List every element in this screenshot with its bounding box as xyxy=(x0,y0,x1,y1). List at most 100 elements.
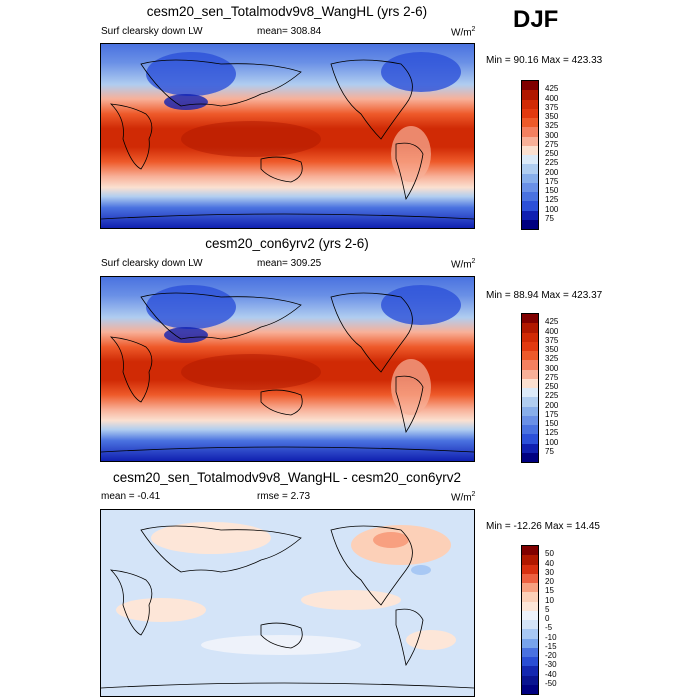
colorbar-tick-label: 20 xyxy=(545,577,554,586)
colorbar-swatch xyxy=(522,369,538,379)
colorbar-swatch xyxy=(522,573,538,583)
colorbar-tick-label: 275 xyxy=(545,372,559,382)
colorbar-swatch xyxy=(522,210,538,220)
panel1-field-label: Surf clearsky down LW xyxy=(101,26,203,37)
panel1-title: cesm20_sen_Totalmodv9v8_WangHL (yrs 2-6) xyxy=(146,4,428,19)
panel1-mean-label: mean= 308.84 xyxy=(257,26,322,37)
panel3-minmax: Min = -12.26 Max = 14.45 xyxy=(486,521,600,532)
colorbar-tick-label: -20 xyxy=(545,651,557,660)
colorbar-tick-label: 250 xyxy=(545,149,559,158)
season-label: DJF xyxy=(513,6,559,33)
colorbar-swatch xyxy=(522,601,538,611)
colorbar-swatch xyxy=(522,164,538,174)
panel2-minmax: Min = 88.94 Max = 423.37 xyxy=(486,290,603,301)
colorbar-tick-label: 375 xyxy=(545,102,559,112)
colorbar-swatch xyxy=(522,314,538,324)
colorbar-tick-label: 75 xyxy=(545,446,554,456)
colorbar-swatch xyxy=(522,397,538,407)
colorbar-tick-label: 300 xyxy=(545,363,559,373)
colorbar-swatch xyxy=(522,378,538,388)
panel3-title: cesm20_sen_Totalmodv9v8_WangHL - cesm20_… xyxy=(113,470,461,485)
colorbar-swatch xyxy=(522,555,538,565)
colorbar-swatch xyxy=(522,145,538,155)
colorbar-swatch xyxy=(522,136,538,146)
panel1-units: W/m2 xyxy=(451,26,476,39)
colorbar-swatch xyxy=(522,452,538,462)
colorbar-tick-label: -40 xyxy=(545,669,557,679)
colorbar-swatch xyxy=(522,647,538,657)
panel1-map xyxy=(100,43,475,229)
colorbar-swatch xyxy=(522,99,538,109)
panel3-units: W/m2 xyxy=(451,491,476,504)
panel1-colorbar xyxy=(521,80,539,230)
colorbar-tick-label: 275 xyxy=(545,139,559,149)
colorbar-swatch xyxy=(522,360,538,370)
panel2-title: cesm20_con6yrv2 (yrs 2-6) xyxy=(205,236,369,251)
colorbar-swatch xyxy=(522,90,538,100)
panel1-coastlines xyxy=(101,59,474,220)
colorbar-tick-label: 40 xyxy=(545,558,554,568)
colorbar-tick-label: 325 xyxy=(545,121,559,131)
panel1-minmax: Min = 90.16 Max = 423.33 xyxy=(486,55,603,66)
colorbar-tick-label: 350 xyxy=(545,112,559,121)
colorbar-tick-label: 225 xyxy=(545,158,559,168)
colorbar-swatch xyxy=(522,629,538,639)
colorbar-swatch xyxy=(522,592,538,602)
colorbar-tick-label: 400 xyxy=(545,93,559,103)
panel2-field-label: Surf clearsky down LW xyxy=(101,258,203,269)
panel2-mean-label: mean= 309.25 xyxy=(257,258,322,269)
colorbar-tick-label: 200 xyxy=(545,167,559,177)
colorbar-swatch xyxy=(522,583,538,593)
colorbar-swatch xyxy=(522,564,538,574)
colorbar-swatch xyxy=(522,610,538,620)
colorbar-swatch xyxy=(522,406,538,416)
colorbar-tick-label: 150 xyxy=(545,419,559,428)
colorbar-swatch xyxy=(522,443,538,453)
colorbar-swatch xyxy=(522,415,538,425)
panel2-units: W/m2 xyxy=(451,258,476,271)
colorbar-swatch xyxy=(522,192,538,202)
colorbar-tick-label: 375 xyxy=(545,335,559,345)
colorbar-tick-label: 325 xyxy=(545,354,559,364)
colorbar-swatch xyxy=(522,546,538,556)
colorbar-tick-label: -10 xyxy=(545,632,557,642)
colorbar-swatch xyxy=(522,332,538,342)
colorbar-swatch xyxy=(522,108,538,118)
colorbar-tick-label: -15 xyxy=(545,641,557,651)
colorbar-tick-label: 0 xyxy=(545,614,550,623)
colorbar-swatch xyxy=(522,425,538,435)
colorbar-tick-label: 200 xyxy=(545,400,559,410)
colorbar-tick-label: 175 xyxy=(545,176,559,186)
colorbar-tick-label: 350 xyxy=(545,345,559,354)
colorbar-swatch xyxy=(522,182,538,192)
colorbar-tick-label: 425 xyxy=(545,317,559,327)
colorbar-tick-label: 175 xyxy=(545,409,559,419)
colorbar-swatch xyxy=(522,201,538,211)
colorbar-tick-label: 225 xyxy=(545,391,559,401)
panel3-coastlines xyxy=(101,525,474,689)
colorbar-swatch xyxy=(522,351,538,361)
colorbar-tick-label: 150 xyxy=(545,186,559,195)
colorbar-swatch xyxy=(522,684,538,694)
colorbar-tick-label: 75 xyxy=(545,213,554,223)
colorbar-swatch xyxy=(522,434,538,444)
colorbar-tick-label: 125 xyxy=(545,195,559,205)
colorbar-tick-label: -50 xyxy=(545,678,557,688)
colorbar-swatch xyxy=(522,173,538,183)
panel2-colorbar xyxy=(521,313,539,463)
colorbar-tick-label: 100 xyxy=(545,204,559,214)
colorbar-swatch xyxy=(522,155,538,165)
colorbar-tick-label: 10 xyxy=(545,595,554,605)
colorbar-swatch xyxy=(522,675,538,685)
panel3-rmse-label: rmse = 2.73 xyxy=(257,491,311,502)
colorbar-tick-label: -5 xyxy=(545,623,553,633)
colorbar-swatch xyxy=(522,323,538,333)
colorbar-swatch xyxy=(522,657,538,667)
colorbar-swatch xyxy=(522,118,538,128)
panel3-mean-label: mean = -0.41 xyxy=(101,491,161,502)
panel3-colorbar xyxy=(521,545,539,695)
colorbar-tick-label: 15 xyxy=(545,586,554,596)
colorbar-tick-label: 400 xyxy=(545,326,559,336)
colorbar-swatch xyxy=(522,127,538,137)
colorbar-swatch xyxy=(522,638,538,648)
